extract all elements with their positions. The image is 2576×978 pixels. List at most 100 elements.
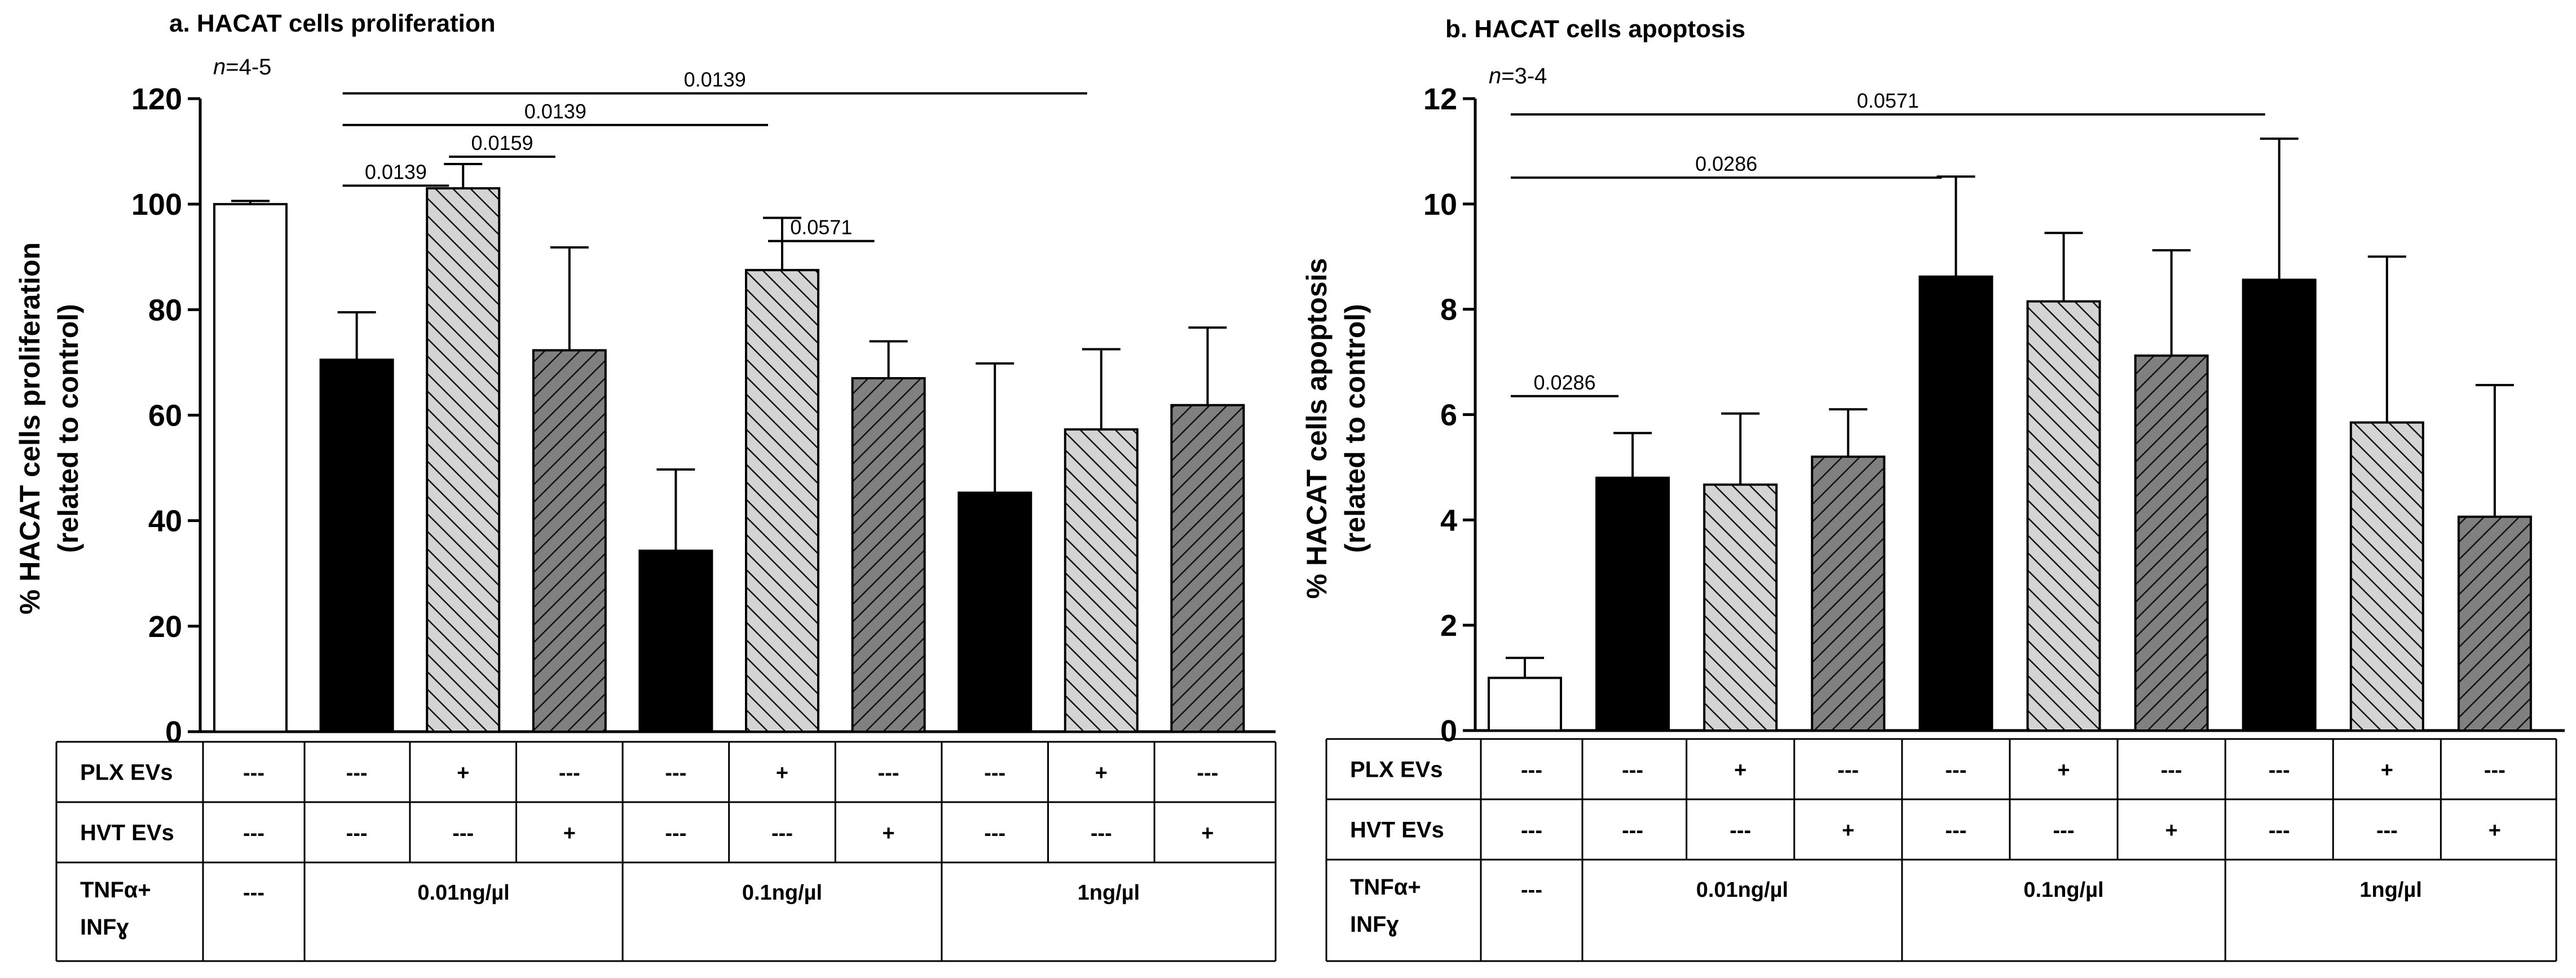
bar — [638, 550, 713, 733]
significance-brackets-proliferation: 0.0139 0.0159 0.0139 0.0571 0.0139 — [342, 68, 1087, 242]
table-row-label-tnf: TNFα+ INFɣ — [1350, 875, 1421, 937]
y-tick-label: 20 — [148, 610, 182, 644]
p-value-label: 0.0139 — [524, 100, 586, 123]
table-cell: --- — [1945, 819, 1966, 843]
p-value-label: 0.0286 — [1533, 371, 1595, 394]
bar — [426, 187, 501, 733]
table-row-plx: --- --- + --- --- + --- --- + --- — [243, 762, 1218, 785]
table-cell: --- — [2161, 759, 2182, 782]
table-cell: --- — [878, 762, 899, 785]
y-tick-label: 10 — [1423, 188, 1457, 222]
bar — [213, 203, 288, 733]
table-row-label-plx: PLX EVs — [80, 760, 173, 785]
y-tick-label: 100 — [131, 188, 182, 222]
bar — [1703, 483, 1778, 732]
bar — [1918, 275, 1993, 732]
bar — [2242, 278, 2317, 732]
table-cell: --- — [771, 822, 793, 846]
n-label-proliferation: n=4-5 — [213, 55, 271, 79]
table-cell: + — [1734, 759, 1746, 782]
table-cell: + — [1842, 819, 1854, 843]
table-row-label-hvt: HVT EVs — [80, 821, 174, 846]
y-tick-label: 0 — [1440, 714, 1457, 748]
p-value-label: 0.0139 — [365, 160, 427, 183]
p-value-label: 0.0139 — [684, 68, 746, 91]
y-tick-label: 4 — [1440, 503, 1457, 537]
table-cell: --- — [1521, 819, 1542, 843]
table-cell: --- — [346, 822, 368, 846]
table-cell: --- — [665, 762, 686, 785]
tnf-label-line2: INFɣ — [80, 915, 129, 940]
table-cell: + — [2381, 759, 2393, 782]
table-cell: + — [776, 762, 788, 785]
bar — [2349, 421, 2424, 732]
n-label-apoptosis: n=3-4 — [1489, 64, 1547, 88]
treatment-group: 0.1ng/µl — [742, 881, 822, 905]
n-rest-proliferation: =4-5 — [226, 55, 271, 79]
table-grid — [1325, 738, 2557, 962]
table-cell: --- — [665, 822, 686, 846]
table-cell: --- — [1945, 759, 1966, 782]
treatment-group: 0.1ng/µl — [2023, 878, 2103, 902]
condition-table-apoptosis: PLX EVs HVT EVs TNFα+ INFɣ --- --- + --- … — [1325, 738, 2557, 962]
table-row-hvt: --- --- --- + --- --- + --- --- + — [243, 822, 1214, 846]
n-italic-apoptosis: n — [1489, 64, 1501, 88]
table-row-label-hvt: HVT EVs — [1350, 818, 1444, 843]
significance-brackets-apoptosis: 0.0286 0.0286 0.0571 — [1511, 89, 2265, 397]
table-cell: + — [2489, 819, 2501, 843]
bar — [2134, 354, 2209, 732]
table-cell: --- — [2484, 759, 2506, 782]
p-value-label: 0.0286 — [1695, 152, 1757, 175]
table-row-hvt: --- --- --- + --- --- + --- --- + — [1521, 819, 2501, 843]
table-cell: --- — [1622, 819, 1643, 843]
table-cell: --- — [984, 762, 1005, 785]
treatment-group: 0.01ng/µl — [1696, 878, 1788, 902]
bar — [1595, 476, 1670, 732]
panel-proliferation: a. HACAT cells proliferation n=4-5 % HAC… — [14, 10, 1277, 962]
table-cell: --- — [2269, 819, 2290, 843]
y-axis-label-apoptosis: % HACAT cells apoptosis — [1301, 258, 1333, 599]
chart-title-apoptosis: b. HACAT cells apoptosis — [1445, 15, 1745, 43]
bar — [2026, 300, 2101, 732]
panel-apoptosis: b. HACAT cells apoptosis n=3-4 % HACAT c… — [1301, 15, 2565, 962]
y-tick-label: 80 — [148, 293, 182, 327]
treatment-group: 0.01ng/µl — [417, 881, 509, 905]
tnf-label-line2: INFɣ — [1350, 912, 1399, 937]
condition-table-proliferation: PLX EVs HVT EVs TNFα+ INFɣ --- --- + --- … — [55, 741, 1277, 962]
y-axis-label-proliferation-line2: (related to control) — [52, 304, 84, 553]
p-value-label: 0.0571 — [1857, 89, 1919, 112]
table-cell: + — [1201, 822, 1214, 846]
y-ticks-apoptosis: 0 2 4 6 8 10 12 — [1423, 82, 1475, 748]
treatment-group: 1ng/µl — [1078, 881, 1140, 905]
p-value-label: 0.0159 — [471, 131, 533, 154]
bar — [1170, 404, 1245, 733]
bar — [1064, 428, 1139, 733]
table-cell: --- — [346, 762, 368, 785]
treatment-group: --- — [1521, 878, 1542, 902]
table-cell: + — [457, 762, 469, 785]
table-row-tnf: --- 0.01ng/µl 0.1ng/µl 1ng/µl — [1521, 878, 2422, 902]
table-cell: --- — [452, 822, 474, 846]
y-ticks-proliferation: 0 20 40 60 80 100 120 — [131, 82, 200, 749]
treatment-group: 1ng/µl — [2359, 878, 2422, 902]
bar — [1488, 676, 1562, 732]
table-cell: --- — [2376, 819, 2398, 843]
bars-apoptosis — [1488, 137, 2532, 732]
bars-proliferation — [213, 163, 1245, 733]
y-tick-label: 8 — [1440, 293, 1457, 327]
y-axis-label-proliferation: % HACAT cells proliferation — [14, 242, 46, 614]
table-cell: + — [2165, 819, 2177, 843]
table-cell: --- — [243, 762, 264, 785]
table-cell: --- — [1197, 762, 1218, 785]
table-cell: --- — [559, 762, 580, 785]
bar — [532, 349, 607, 733]
table-cell: + — [882, 822, 894, 846]
y-tick-label: 0 — [165, 715, 182, 749]
n-italic-proliferation: n — [213, 55, 226, 79]
bar — [851, 377, 926, 733]
table-cell: --- — [1091, 822, 1112, 846]
bar — [1811, 455, 1886, 732]
table-cell: --- — [2269, 759, 2290, 782]
y-tick-label: 2 — [1440, 609, 1457, 643]
